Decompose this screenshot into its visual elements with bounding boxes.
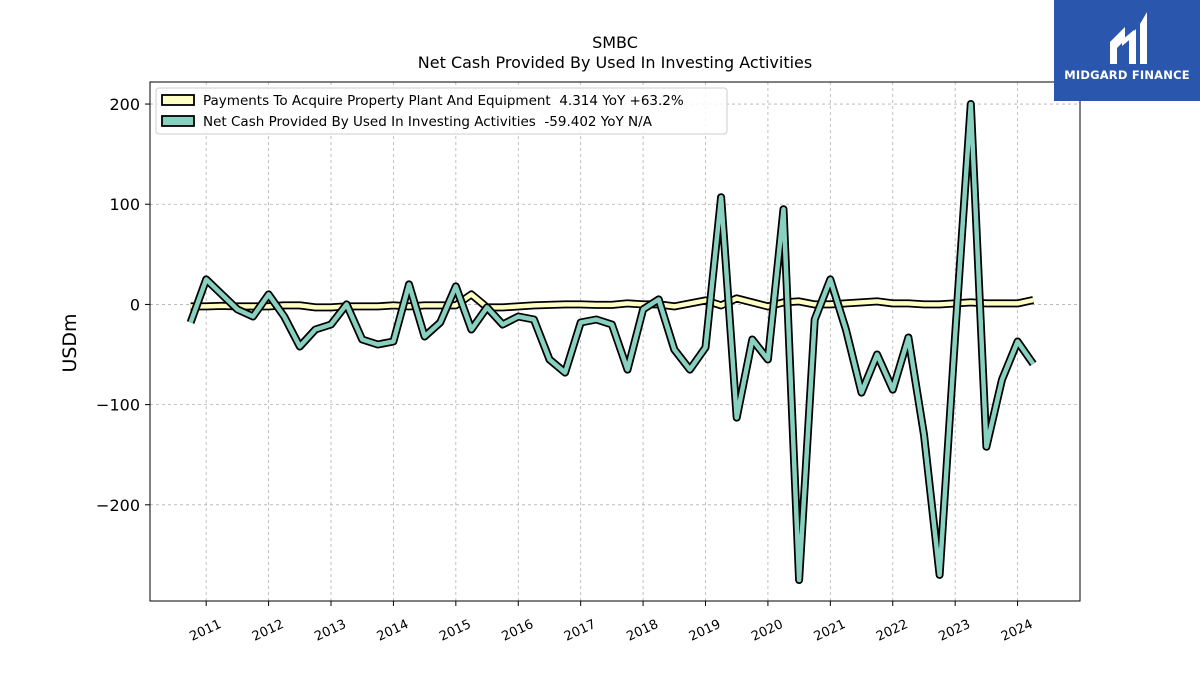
x-tick-label: 2013 <box>312 617 348 645</box>
chart-subtitle: Net Cash Provided By Used In Investing A… <box>418 53 812 72</box>
series-line-1 <box>188 101 1036 583</box>
x-tick-label: 2022 <box>874 617 910 645</box>
plot-frame <box>149 81 1081 602</box>
x-axis: 2011 2012 2013 2014 2015 2016 2017 2018 2019 2020… <box>188 601 1035 645</box>
y-tick-label: 100 <box>109 195 140 214</box>
brand-logo: MIDGARD FINANCE <box>1054 0 1200 101</box>
midgard-logo-icon <box>1110 12 1147 64</box>
series-line-0 <box>190 292 1034 310</box>
x-tick-label: 2024 <box>999 617 1035 645</box>
legend-box <box>155 87 728 135</box>
legend-swatch-investing <box>161 115 195 127</box>
y-tick-label: −100 <box>96 396 140 415</box>
x-tick-label: 2017 <box>562 617 598 645</box>
logo-text: MIDGARD FINANCE <box>1064 68 1190 82</box>
x-tick-label: 2016 <box>500 617 536 645</box>
series-lines <box>186 100 1037 584</box>
legend-label-ppe: Payments To Acquire Property Plant And E… <box>203 93 684 109</box>
chart-title: SMBC <box>592 33 638 52</box>
y-axis: 200 100 0 −100 −200 <box>96 95 150 515</box>
x-tick-label: 2020 <box>749 617 785 645</box>
x-tick-label: 2012 <box>250 617 286 645</box>
y-tick-label: −200 <box>96 496 140 515</box>
y-tick-label: 200 <box>109 95 140 114</box>
x-tick-label: 2019 <box>687 617 723 645</box>
legend: Payments To Acquire Property Plant And E… <box>155 87 728 135</box>
x-tick-label: 2023 <box>937 617 973 645</box>
x-tick-label: 2018 <box>624 617 660 645</box>
y-tick-label: 0 <box>130 295 140 314</box>
legend-swatch-ppe <box>161 94 195 106</box>
x-tick-label: 2011 <box>188 617 224 645</box>
x-tick-label: 2021 <box>812 617 848 645</box>
x-tick-label: 2014 <box>375 617 411 645</box>
legend-label-investing: Net Cash Provided By Used In Investing A… <box>203 114 653 130</box>
x-tick-label: 2015 <box>437 617 473 645</box>
y-axis-label: USDm <box>59 313 81 372</box>
